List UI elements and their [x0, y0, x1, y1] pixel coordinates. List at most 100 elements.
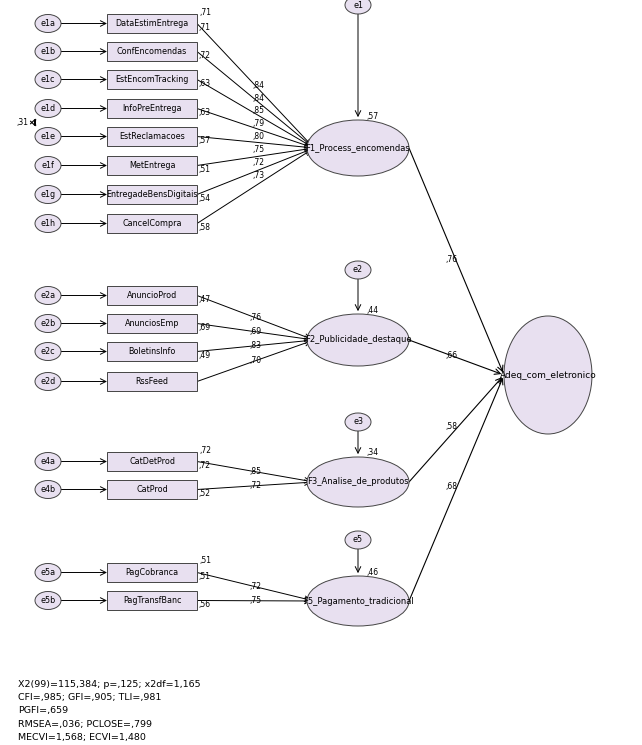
Text: e2d: e2d: [40, 377, 56, 386]
Ellipse shape: [35, 71, 61, 89]
Text: e5b: e5b: [40, 596, 56, 605]
FancyBboxPatch shape: [107, 156, 197, 175]
Ellipse shape: [35, 372, 61, 390]
Text: ,51: ,51: [198, 165, 210, 174]
FancyBboxPatch shape: [107, 342, 197, 361]
Text: ,34: ,34: [366, 448, 378, 457]
Text: ,63: ,63: [198, 79, 210, 88]
Text: e1f: e1f: [42, 161, 55, 170]
Text: e1h: e1h: [40, 219, 55, 228]
Text: X2(99)=115,384; p=,125; x2df=1,165
CFI=,985; GFI=,905; TLI=,981
PGFI=,659
RMSEA=: X2(99)=115,384; p=,125; x2df=1,165 CFI=,…: [18, 680, 200, 742]
Ellipse shape: [345, 413, 371, 431]
Text: ,51: ,51: [198, 572, 210, 581]
Text: EstReclamacoes: EstReclamacoes: [119, 132, 185, 141]
Text: e4b: e4b: [40, 485, 56, 494]
Text: EntregadeBensDigitais: EntregadeBensDigitais: [106, 190, 198, 199]
Text: AnuncioProd: AnuncioProd: [127, 291, 177, 300]
Text: ,72: ,72: [250, 481, 261, 490]
Text: ,69: ,69: [198, 323, 210, 332]
Text: e1d: e1d: [40, 104, 56, 113]
Ellipse shape: [345, 261, 371, 279]
Text: ,49: ,49: [198, 351, 210, 360]
Ellipse shape: [345, 531, 371, 549]
Text: BoletinsInfo: BoletinsInfo: [128, 347, 176, 356]
Text: RssFeed: RssFeed: [135, 377, 168, 386]
Ellipse shape: [35, 42, 61, 60]
Ellipse shape: [35, 452, 61, 471]
Text: ,75: ,75: [250, 596, 261, 605]
Text: e5: e5: [353, 536, 363, 545]
Text: ,52: ,52: [198, 489, 210, 498]
Text: e4a: e4a: [40, 457, 55, 466]
Text: MetEntrega: MetEntrega: [129, 161, 175, 170]
Text: e2b: e2b: [40, 319, 56, 328]
FancyBboxPatch shape: [107, 563, 197, 582]
Ellipse shape: [35, 14, 61, 33]
Text: CancelCompra: CancelCompra: [122, 219, 182, 228]
Text: ,56: ,56: [198, 600, 210, 609]
Text: ,71: ,71: [199, 7, 211, 16]
Ellipse shape: [35, 156, 61, 174]
Text: ,72: ,72: [198, 51, 210, 60]
Text: EstEncomTracking: EstEncomTracking: [116, 75, 189, 84]
Text: ,70: ,70: [250, 356, 261, 365]
Text: e2: e2: [353, 265, 363, 274]
Text: e1b: e1b: [40, 47, 56, 56]
FancyBboxPatch shape: [107, 372, 197, 391]
Ellipse shape: [307, 314, 409, 366]
Ellipse shape: [35, 100, 61, 118]
Text: ,66: ,66: [446, 351, 458, 360]
Text: ,68: ,68: [446, 481, 458, 490]
Text: ,83: ,83: [250, 341, 261, 350]
Text: Adeq_com_eletronico: Adeq_com_eletronico: [499, 370, 596, 379]
Ellipse shape: [307, 576, 409, 626]
Text: ,72: ,72: [198, 461, 210, 470]
Text: ,80: ,80: [252, 132, 265, 141]
Ellipse shape: [35, 215, 61, 232]
Text: ,75: ,75: [252, 145, 265, 153]
FancyBboxPatch shape: [107, 185, 197, 204]
Text: ,58: ,58: [446, 422, 458, 431]
Ellipse shape: [307, 120, 409, 176]
FancyBboxPatch shape: [107, 314, 197, 333]
FancyBboxPatch shape: [107, 286, 197, 305]
Text: ,44: ,44: [366, 305, 378, 314]
Text: InfoPreEntrega: InfoPreEntrega: [122, 104, 182, 113]
Text: ,72: ,72: [199, 446, 211, 454]
Text: ,54: ,54: [198, 194, 210, 203]
Text: PagCobranca: PagCobranca: [125, 568, 178, 577]
Text: ,79: ,79: [252, 119, 265, 128]
Text: e2c: e2c: [40, 347, 55, 356]
Text: F5_Pagamento_tradicional: F5_Pagamento_tradicional: [302, 597, 413, 606]
Text: ,76: ,76: [446, 255, 458, 264]
Text: ,57: ,57: [366, 112, 378, 121]
FancyBboxPatch shape: [107, 127, 197, 146]
Ellipse shape: [35, 592, 61, 609]
Text: e1: e1: [353, 1, 363, 10]
Text: ,63: ,63: [198, 108, 210, 117]
Text: ,58: ,58: [198, 223, 210, 232]
Text: ,84: ,84: [252, 94, 265, 103]
Text: ,31: ,31: [16, 118, 28, 127]
Text: CatDetProd: CatDetProd: [129, 457, 175, 466]
Text: F3_Analise_de_produtos: F3_Analise_de_produtos: [307, 478, 409, 486]
Text: F1_Process_encomendas: F1_Process_encomendas: [306, 144, 410, 153]
Text: ,76: ,76: [250, 313, 261, 323]
Text: ConfEncomendas: ConfEncomendas: [117, 47, 187, 56]
Text: F2_Publicidade_destaque: F2_Publicidade_destaque: [305, 335, 412, 344]
Ellipse shape: [35, 287, 61, 305]
Text: ,72: ,72: [252, 158, 265, 167]
Text: ,69: ,69: [250, 327, 261, 336]
Text: ,47: ,47: [198, 295, 210, 304]
Ellipse shape: [35, 127, 61, 145]
FancyBboxPatch shape: [107, 42, 197, 61]
Ellipse shape: [35, 481, 61, 498]
Text: ,57: ,57: [198, 136, 210, 145]
Text: ,51: ,51: [199, 557, 211, 565]
FancyBboxPatch shape: [107, 99, 197, 118]
Text: ,71: ,71: [198, 23, 210, 32]
Text: e1c: e1c: [40, 75, 55, 84]
FancyBboxPatch shape: [107, 591, 197, 610]
Text: e1g: e1g: [40, 190, 56, 199]
Ellipse shape: [345, 0, 371, 14]
